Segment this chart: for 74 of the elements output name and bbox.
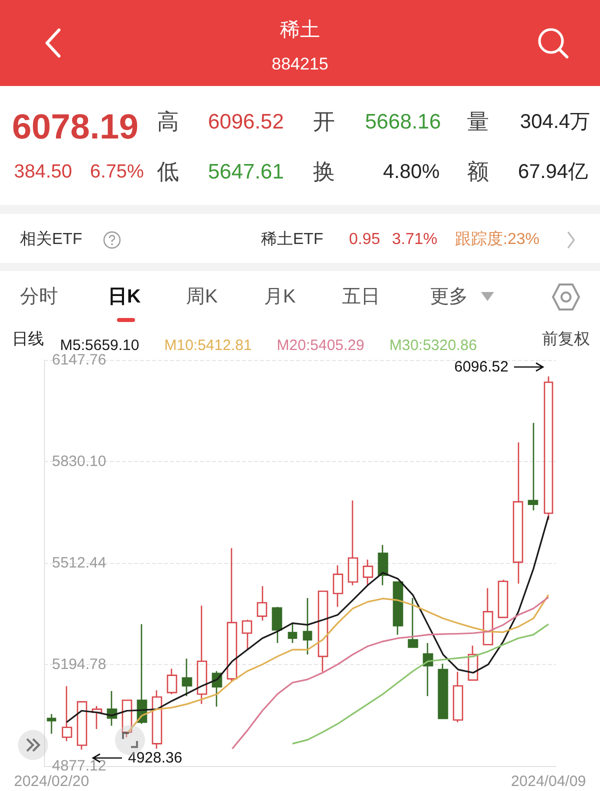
candlestick bbox=[512, 442, 524, 584]
candlestick bbox=[256, 585, 268, 622]
y-tick-label: 5194.78 bbox=[52, 656, 106, 673]
candlestick bbox=[62, 686, 72, 742]
candlestick bbox=[272, 606, 282, 644]
text: M10:5412.81 bbox=[164, 337, 252, 354]
text: 前复权 bbox=[542, 331, 590, 348]
text: 高 bbox=[157, 109, 179, 134]
candlestick bbox=[348, 500, 358, 586]
text: 相关ETF bbox=[20, 231, 82, 248]
candlestick bbox=[378, 544, 388, 586]
text: 日线 bbox=[12, 331, 44, 348]
text: 五日 bbox=[342, 286, 380, 308]
text: 384.50 bbox=[14, 162, 72, 182]
text: 6078.19 bbox=[12, 108, 139, 146]
text: 稀土 bbox=[280, 19, 320, 41]
text: 跟踪度:23% bbox=[455, 231, 540, 248]
candlestick bbox=[182, 658, 192, 697]
candlestick bbox=[196, 604, 208, 705]
y-tick-label: 5512.44 bbox=[52, 554, 106, 572]
candlestick bbox=[152, 690, 162, 750]
candlestick bbox=[92, 705, 102, 730]
candlestick bbox=[302, 597, 312, 656]
candlestick bbox=[226, 547, 238, 682]
text: 额 bbox=[467, 159, 489, 184]
candlestick bbox=[482, 587, 494, 646]
text: 开 bbox=[313, 109, 335, 134]
candlestick bbox=[452, 671, 464, 723]
candlestick bbox=[362, 558, 374, 586]
candlestick bbox=[392, 581, 404, 636]
text: 周K bbox=[186, 286, 218, 308]
text: 3.71% bbox=[392, 231, 438, 248]
text: M5:5659.10 bbox=[60, 337, 140, 354]
annotation: 6096.52 bbox=[454, 358, 508, 376]
candlestick bbox=[76, 701, 88, 750]
annotation: 4928.36 bbox=[128, 750, 182, 766]
text: 0.95 bbox=[349, 231, 380, 248]
text: 5647.61 bbox=[208, 160, 284, 184]
candlestick bbox=[438, 663, 448, 720]
text: 67.94亿 bbox=[518, 161, 588, 183]
text: 量 bbox=[467, 109, 489, 134]
candlestick bbox=[468, 644, 478, 681]
y-tick-label: 4877.12 bbox=[52, 758, 106, 774]
text: 4.80% bbox=[383, 161, 440, 183]
text: 换 bbox=[313, 159, 335, 184]
text: 304.4万 bbox=[520, 111, 590, 133]
candlestick bbox=[288, 622, 298, 644]
text: 5668.16 bbox=[365, 110, 441, 134]
text: 6096.52 bbox=[208, 110, 284, 134]
candlestick bbox=[242, 619, 252, 650]
text: M20:5405.29 bbox=[276, 337, 364, 354]
line-series bbox=[231, 596, 550, 750]
candlestick bbox=[408, 597, 418, 648]
line-series bbox=[292, 623, 550, 744]
text: 日K bbox=[108, 286, 141, 308]
x-tick-label: 2024/04/09 bbox=[510, 773, 586, 790]
text: 6.75% bbox=[90, 162, 144, 182]
candlestick bbox=[528, 422, 538, 512]
candlestick bbox=[318, 590, 328, 672]
text: M30:5320.86 bbox=[389, 337, 477, 354]
text: 884215 bbox=[272, 54, 328, 74]
candlestick bbox=[166, 668, 178, 695]
text: 更多 bbox=[430, 286, 468, 308]
candlestick bbox=[46, 713, 56, 734]
text: 分时 bbox=[20, 286, 58, 308]
candlestick bbox=[498, 579, 508, 618]
x-tick-label: 2024/02/20 bbox=[14, 773, 90, 790]
candlestick bbox=[544, 376, 554, 520]
y-tick-label: 6147.76 bbox=[52, 352, 106, 368]
y-tick-label: 5830.10 bbox=[52, 453, 106, 470]
text: 月K bbox=[264, 286, 296, 308]
text: 低 bbox=[157, 159, 179, 184]
text: 稀土ETF bbox=[261, 231, 324, 248]
candlestick bbox=[332, 564, 344, 608]
